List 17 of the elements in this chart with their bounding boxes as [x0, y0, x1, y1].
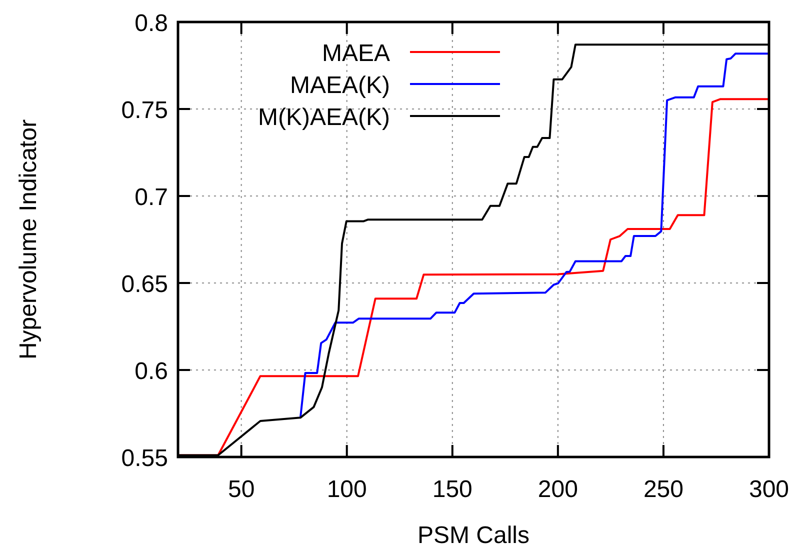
legend-label: M(K)AEA(K) — [258, 104, 390, 131]
x-tick-label: 150 — [432, 476, 472, 503]
x-tick-label: 200 — [538, 476, 578, 503]
y-tick-label: 0.75 — [121, 97, 168, 124]
legend-label: MAEA — [322, 40, 390, 67]
y-tick-label: 0.55 — [121, 445, 168, 472]
x-tick-label: 100 — [326, 476, 367, 503]
y-axis-title: Hypervolume Indicator — [15, 119, 42, 360]
y-tick-label: 0.6 — [134, 358, 168, 385]
x-axis-title: PSM Calls — [417, 522, 530, 549]
x-tick-label: 250 — [643, 476, 684, 503]
x-tick-label: 300 — [748, 476, 790, 503]
y-tick-label: 0.7 — [134, 184, 168, 211]
legend-label: MAEA(K) — [290, 72, 390, 99]
y-tick-label: 0.65 — [121, 271, 168, 298]
x-tick-label: 50 — [228, 476, 255, 503]
y-tick-label: 0.8 — [134, 10, 168, 37]
